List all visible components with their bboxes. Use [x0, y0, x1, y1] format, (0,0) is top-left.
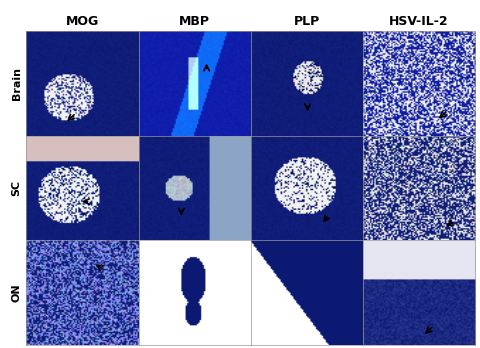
Text: MOG: MOG: [66, 15, 99, 28]
Text: HSV-IL-2: HSV-IL-2: [389, 15, 449, 28]
Text: PLP: PLP: [294, 15, 320, 28]
Text: SC: SC: [12, 180, 22, 196]
Text: ON: ON: [12, 283, 22, 302]
Text: Brain: Brain: [12, 67, 22, 100]
Text: MBP: MBP: [179, 15, 210, 28]
